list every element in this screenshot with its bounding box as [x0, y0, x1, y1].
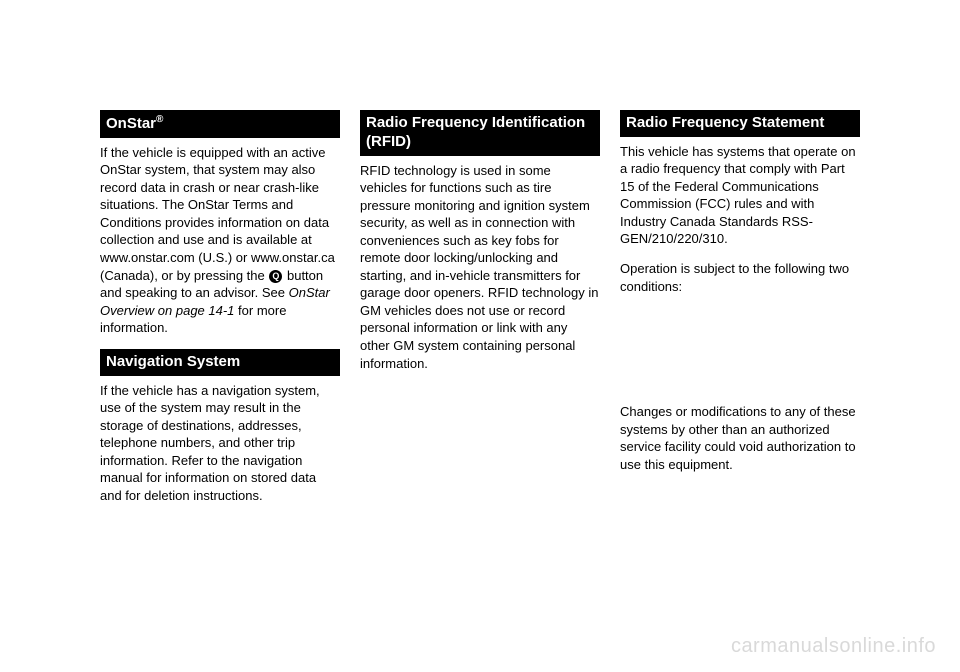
column-2: Radio Frequency Identification (RFID) RF… [360, 110, 600, 516]
column-1: OnStar® If the vehicle is equipped with … [100, 110, 340, 516]
rfid-body: RFID technology is used in some vehicles… [360, 162, 600, 373]
rfs-body-2: Operation is subject to the following tw… [620, 260, 860, 295]
onstar-button-icon: Q [269, 270, 282, 283]
navigation-heading: Navigation System [100, 349, 340, 376]
navigation-body: If the vehicle has a navigation system, … [100, 382, 340, 505]
watermark: carmanualsonline.info [731, 635, 936, 658]
column-3: Radio Frequency Statement This vehicle h… [620, 110, 860, 516]
rfid-heading: Radio Frequency Identification (RFID) [360, 110, 600, 156]
page-columns: OnStar® If the vehicle is equipped with … [100, 110, 860, 516]
rfs-heading: Radio Frequency Statement [620, 110, 860, 137]
onstar-body: If the vehicle is equipped with an activ… [100, 144, 340, 337]
rfs-body-3: Changes or modifications to any of these… [620, 403, 860, 473]
onstar-heading: OnStar® [100, 110, 340, 138]
onstar-text-a: If the vehicle is equipped with an activ… [100, 145, 335, 283]
rfs-body-1: This vehicle has systems that operate on… [620, 143, 860, 248]
